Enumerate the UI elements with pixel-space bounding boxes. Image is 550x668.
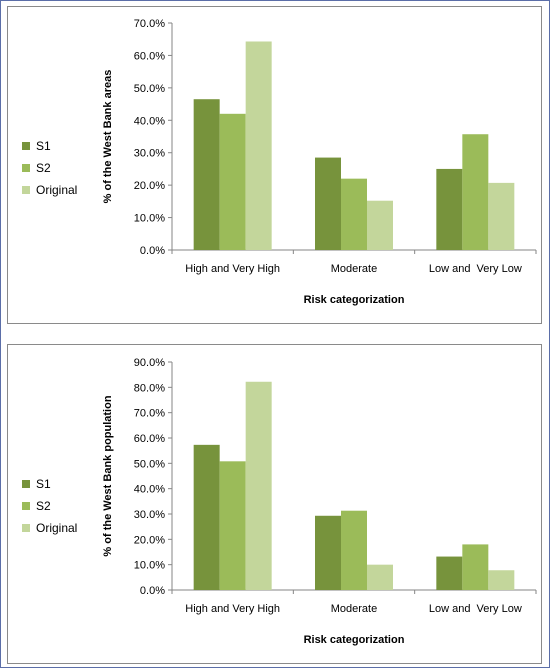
- chart-panel-areas: 0.0% 10.0% 20.0% 30.0% 40.0% 50.0% 60.0% 70.0% H…: [7, 6, 542, 324]
- legend-item-original: Original: [22, 517, 77, 539]
- y-tick-label: 10.0%: [134, 213, 165, 225]
- legend-swatch: [22, 164, 30, 172]
- y-tick-label: 20.0%: [134, 180, 165, 192]
- legend-swatch: [22, 502, 30, 510]
- bar-s2-1: [219, 113, 246, 250]
- y-tick-label: 50.0%: [134, 458, 165, 470]
- legend-label: Original: [36, 521, 78, 535]
- y-tick-label: 10.0%: [134, 560, 165, 572]
- bar-s2-2: [341, 510, 367, 590]
- y-tick-label: 70.0%: [134, 18, 165, 30]
- bar-original-1: [245, 41, 272, 251]
- bar-s1-2: [315, 157, 341, 250]
- bar-s1-3: [436, 168, 463, 250]
- legend-item-original: Original: [22, 179, 77, 201]
- bar-s2-3: [462, 544, 489, 590]
- bar-original-2: [367, 564, 393, 590]
- chart-panel-population: 0.0% 10.0% 20.0% 30.0% 40.0% 50.0% 60.0% 70.0% 8…: [7, 344, 542, 664]
- legend-item-s2: S2: [22, 495, 77, 517]
- y-axis-title: % of the West Bank areas: [102, 70, 114, 204]
- x-category-label: Low and Very Low: [429, 263, 522, 275]
- bar-s1-2: [315, 515, 341, 590]
- chart-population: 0.0% 10.0% 20.0% 30.0% 40.0% 50.0% 60.0% 70.0% 8…: [102, 357, 537, 646]
- x-category-label: Low and Very Low: [429, 603, 522, 615]
- chart-areas: 0.0% 10.0% 20.0% 30.0% 40.0% 50.0% 60.0% 70.0% H…: [102, 18, 537, 306]
- bar-s1-3: [436, 556, 463, 590]
- y-tick-label: 90.0%: [134, 357, 165, 369]
- legend-item-s1: S1: [22, 473, 77, 495]
- y-tick-label: 30.0%: [134, 509, 165, 521]
- legend-label: Original: [36, 183, 78, 197]
- y-tick-label: 70.0%: [134, 408, 165, 420]
- y-tick-label: 80.0%: [134, 382, 165, 394]
- bar-s1-1: [193, 444, 220, 590]
- y-tick-label: 0.0%: [140, 585, 165, 597]
- x-category-label: Moderate: [331, 603, 377, 615]
- bar-original-3: [488, 182, 515, 250]
- legend-label: S2: [36, 161, 51, 175]
- bar-original-1: [245, 381, 272, 590]
- x-axis-title: Risk categorization: [304, 294, 405, 306]
- y-tick-label: 60.0%: [134, 433, 165, 445]
- y-tick-label: 40.0%: [134, 115, 165, 127]
- legend-swatch: [22, 480, 30, 488]
- y-axis-title: % of the West Bank population: [102, 395, 114, 556]
- bar-s2-2: [341, 178, 367, 250]
- y-tick-label: 40.0%: [134, 484, 165, 496]
- legend-item-s2: S2: [22, 157, 77, 179]
- bar-s2-1: [219, 461, 246, 590]
- y-tick-label: 50.0%: [134, 83, 165, 95]
- legend-swatch: [22, 142, 30, 150]
- bar-original-2: [367, 200, 393, 250]
- y-tick-label: 30.0%: [134, 148, 165, 160]
- y-tick-label: 0.0%: [140, 245, 165, 257]
- legend-swatch: [22, 186, 30, 194]
- x-category-label: High and Very High: [185, 263, 280, 275]
- y-tick-label: 20.0%: [134, 534, 165, 546]
- x-category-label: High and Very High: [185, 603, 280, 615]
- x-axis-title: Risk categorization: [304, 634, 405, 646]
- legend-item-s1: S1: [22, 135, 77, 157]
- bar-s2-3: [462, 134, 489, 250]
- legend-label: S1: [36, 477, 51, 491]
- legend: S1 S2 Original: [22, 135, 77, 201]
- x-category-label: Moderate: [331, 263, 377, 275]
- y-tick-label: 60.0%: [134, 50, 165, 62]
- legend-label: S1: [36, 139, 51, 153]
- legend: S1 S2 Original: [22, 473, 77, 539]
- legend-label: S2: [36, 499, 51, 513]
- bar-original-3: [488, 570, 515, 590]
- legend-swatch: [22, 524, 30, 532]
- bar-s1-1: [193, 99, 220, 250]
